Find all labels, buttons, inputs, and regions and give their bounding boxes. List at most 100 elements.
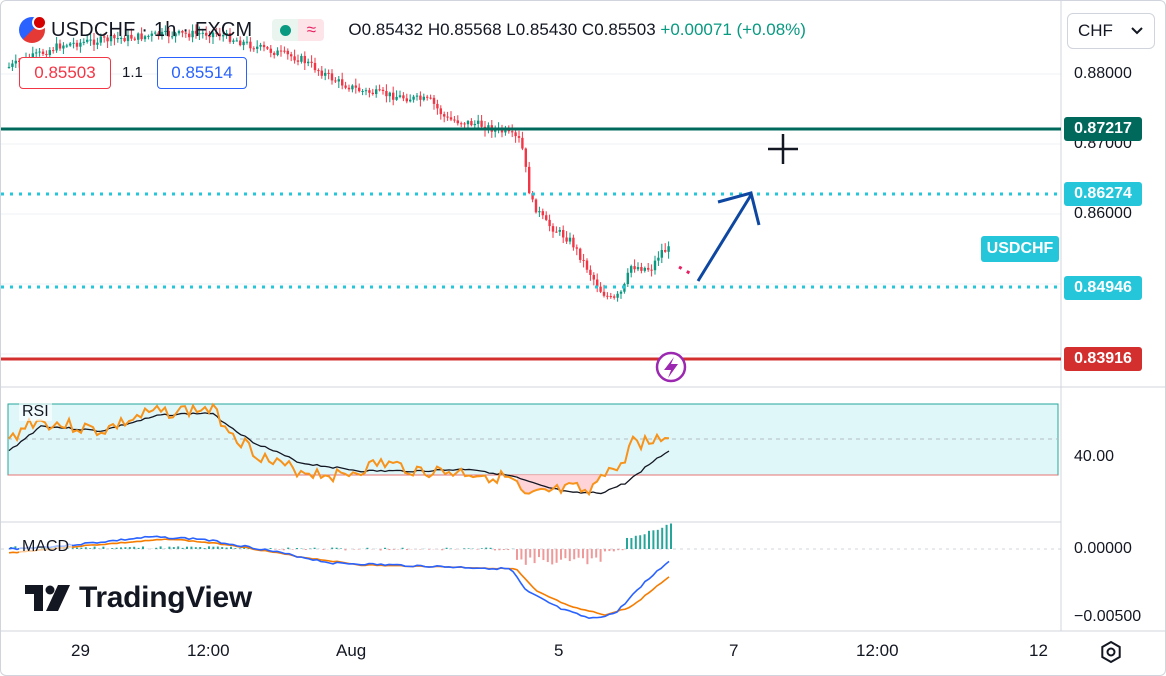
candle-body	[48, 50, 51, 56]
candle-body	[551, 226, 555, 232]
sell-button[interactable]: 0.85503	[19, 57, 111, 89]
macd-histogram-bar	[639, 535, 642, 549]
candle-body	[460, 123, 463, 125]
candle-body	[606, 295, 609, 297]
candle-body	[626, 272, 629, 285]
market-open-icon[interactable]	[272, 19, 299, 41]
macd-histogram-bar	[111, 548, 114, 549]
candle-body	[528, 166, 531, 194]
candle-body	[419, 95, 422, 100]
macd-histogram-bar	[441, 549, 444, 551]
macd-histogram-bar	[524, 549, 527, 565]
candle-body	[511, 131, 514, 133]
time-axis-label: 12:00	[856, 641, 899, 660]
forecast-arrow[interactable]	[696, 194, 753, 282]
candle-body	[324, 72, 327, 76]
candle-body	[439, 108, 442, 115]
macd-histogram-bar	[445, 547, 448, 549]
candle-body	[609, 296, 612, 298]
grid-lines	[1, 73, 1061, 355]
level-tag-0.83916[interactable]: 0.83916	[1064, 347, 1142, 371]
candle-body	[555, 231, 558, 233]
macd-histogram-bar	[467, 548, 470, 549]
level-tag-0.84946[interactable]: 0.84946	[1064, 276, 1142, 300]
candle-body	[62, 45, 65, 49]
macd-histogram-bar	[485, 547, 488, 549]
candle-body	[449, 117, 453, 120]
macd-histogram	[10, 523, 672, 565]
forecast-dots	[678, 265, 694, 277]
candle-body	[228, 33, 232, 42]
candle-body	[256, 46, 259, 49]
macd-histogram-bar	[590, 549, 593, 559]
candle-body	[191, 30, 194, 38]
macd-histogram-bar	[124, 547, 127, 549]
candle-body	[120, 37, 123, 39]
candle-body	[344, 85, 347, 88]
brand-name: TradingView	[79, 581, 252, 614]
level-tag-0.86274[interactable]: 0.86274	[1064, 182, 1142, 206]
candle-body	[317, 70, 320, 72]
symbol-title[interactable]: USDCHF · 1h · FXCM	[51, 18, 253, 41]
candle-body	[630, 266, 633, 273]
candle-body	[660, 250, 663, 258]
candle-body	[106, 37, 109, 42]
rsi-pane-label[interactable]: RSI	[19, 403, 52, 421]
macd-histogram-bar	[278, 549, 281, 550]
candle-body	[463, 123, 466, 125]
candle-body	[453, 119, 456, 121]
macd-histogram-bar	[582, 549, 584, 559]
candle-body	[446, 116, 449, 118]
wave-icon[interactable]: ≈	[298, 19, 325, 41]
candle-body	[385, 91, 388, 97]
candle-body	[619, 291, 623, 294]
macd-histogram-bar	[630, 538, 633, 549]
candle-body	[568, 237, 572, 242]
candle-body	[347, 87, 351, 90]
ohlc-close: C0.85503	[581, 20, 656, 39]
candle-body	[657, 257, 660, 261]
macd-histogram-bar	[168, 546, 171, 549]
candle-body	[89, 39, 92, 41]
macd-histogram-bar	[335, 547, 338, 549]
macd-histogram-bar	[247, 548, 250, 549]
macd-histogram-bar	[274, 549, 276, 550]
macd-histogram-bar	[304, 549, 307, 550]
candle-body	[664, 250, 667, 252]
macd-histogram-bar	[203, 548, 206, 549]
tradingview-logo[interactable]: TradingView	[25, 581, 252, 615]
candle-body	[208, 35, 211, 38]
macd-histogram-bar	[621, 549, 624, 551]
time-axis-label: 7	[729, 641, 739, 660]
currency-selector[interactable]: CHF	[1067, 13, 1155, 49]
candle-body	[381, 89, 385, 92]
event-marker-icon[interactable]	[655, 351, 687, 383]
macd-histogram-bar	[221, 547, 224, 549]
candle-body	[279, 50, 283, 52]
candle-body	[395, 96, 398, 100]
settings-gear-icon[interactable]	[1101, 640, 1121, 664]
candle-body	[432, 97, 436, 104]
candle-body	[31, 53, 34, 59]
level-tag-0.87217[interactable]: 0.87217	[1064, 117, 1142, 141]
candle-body	[313, 62, 317, 71]
candle-body	[103, 36, 106, 38]
candle-body	[589, 269, 592, 275]
macd-histogram-bar	[331, 547, 334, 549]
candle-body	[422, 96, 425, 100]
macd-histogram-bar	[546, 549, 549, 563]
candle-body	[259, 44, 262, 47]
candle-body	[109, 35, 113, 42]
candle-body	[116, 38, 119, 40]
candle-body	[235, 40, 238, 42]
candle-body	[330, 73, 334, 81]
price-axis-label: 0.86000	[1074, 205, 1132, 222]
macd-pane-label[interactable]: MACD	[19, 538, 73, 556]
macd-histogram-bar	[577, 549, 580, 558]
buy-button[interactable]: 0.85514	[157, 57, 247, 89]
macd-histogram-bar	[612, 549, 615, 552]
candle-body	[262, 44, 266, 48]
candle-body	[14, 60, 17, 64]
